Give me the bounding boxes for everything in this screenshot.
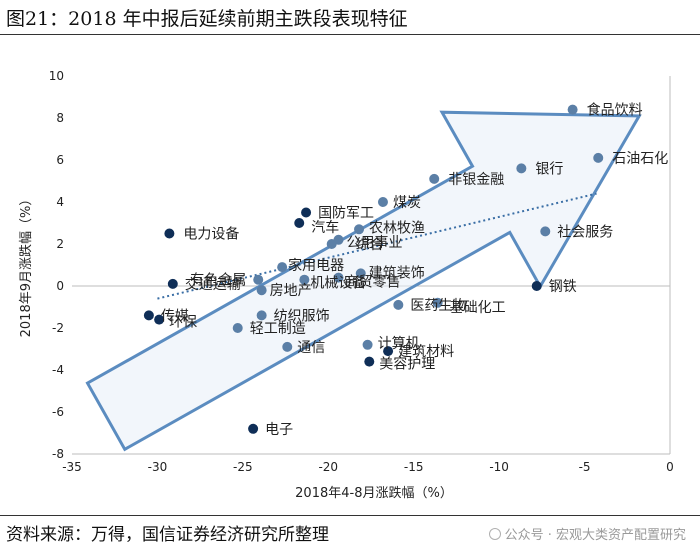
data-label: 社会服务 bbox=[557, 224, 613, 240]
data-label: 美容护理 bbox=[379, 356, 435, 373]
data-point bbox=[355, 268, 366, 279]
data-label: 通信 bbox=[297, 340, 325, 356]
data-point bbox=[277, 262, 288, 273]
data-point bbox=[256, 310, 267, 321]
data-point bbox=[377, 197, 388, 207]
data-point bbox=[294, 218, 305, 228]
x-tick-label: -30 bbox=[148, 460, 168, 474]
data-point bbox=[393, 299, 404, 310]
data-label: 国防军工 bbox=[318, 206, 374, 222]
data-point bbox=[232, 323, 243, 333]
source-note: 资料来源：万得，国信证券经济研究所整理 bbox=[6, 525, 329, 545]
watermark: 公众号 · 宏观大类资产配置研究 bbox=[488, 524, 686, 543]
data-point bbox=[567, 104, 578, 115]
y-tick-label: 4 bbox=[56, 195, 64, 209]
data-point bbox=[593, 152, 604, 163]
y-tick-label: 2 bbox=[56, 237, 64, 251]
data-label: 环保 bbox=[169, 315, 197, 331]
data-point bbox=[333, 272, 344, 283]
data-label: 医药生物 bbox=[410, 298, 466, 314]
data-point bbox=[299, 274, 310, 285]
data-point bbox=[167, 278, 178, 289]
data-label: 电力设备 bbox=[183, 226, 239, 243]
data-point bbox=[256, 285, 267, 296]
data-label: 非银金融 bbox=[448, 172, 504, 188]
data-label: 综合 bbox=[356, 237, 384, 253]
y-tick-label: 6 bbox=[56, 153, 64, 167]
x-axis-title: 2018年4-8月涨跌幅（%） bbox=[295, 485, 453, 501]
data-label: 公用事业 bbox=[347, 235, 403, 251]
y-tick-label: 0 bbox=[56, 279, 64, 293]
x-tick-label: -35 bbox=[62, 460, 82, 474]
data-point bbox=[326, 239, 337, 249]
x-tick-label: -20 bbox=[318, 460, 338, 474]
figure-title: 图21：2018 年中报后延续前期主跌段表现特征 bbox=[6, 8, 408, 30]
data-label: 食品饮料 bbox=[587, 102, 643, 119]
data-label: 机械设备 bbox=[310, 275, 366, 292]
data-point bbox=[531, 281, 542, 291]
x-tick-label: -25 bbox=[233, 460, 253, 474]
data-point bbox=[516, 163, 527, 174]
data-point bbox=[164, 228, 175, 239]
watermark-text: 公众号 · 宏观大类资产配置研究 bbox=[504, 528, 686, 543]
data-label: 有色金属 bbox=[190, 272, 246, 289]
data-label: 计算机 bbox=[378, 336, 420, 352]
arrow-layer bbox=[85, 110, 642, 452]
data-label: 建筑材料 bbox=[398, 344, 454, 360]
data-label: 基础化工 bbox=[450, 299, 506, 316]
trendline bbox=[157, 192, 597, 300]
data-label: 煤炭 bbox=[393, 195, 421, 211]
data-point bbox=[354, 224, 365, 235]
y-tick-label: -8 bbox=[52, 447, 64, 461]
point-layer bbox=[143, 104, 604, 434]
data-point bbox=[301, 207, 312, 218]
x-tick-label: 0 bbox=[666, 460, 674, 474]
y-tick-label: -6 bbox=[52, 405, 64, 419]
data-label: 钢铁 bbox=[549, 279, 577, 295]
x-tick-label: -5 bbox=[579, 460, 591, 474]
data-label: 电子 bbox=[265, 422, 293, 438]
x-tick-label: -10 bbox=[489, 460, 509, 474]
data-label: 农林牧渔 bbox=[369, 220, 425, 236]
data-label: 家用电器 bbox=[288, 257, 344, 274]
data-point bbox=[540, 226, 551, 237]
y-tick-label: -2 bbox=[52, 321, 64, 335]
data-label: 交通运输 bbox=[185, 276, 241, 293]
data-label: 银行 bbox=[535, 161, 563, 177]
data-label: 建筑装饰 bbox=[369, 265, 425, 281]
data-label: 汽车 bbox=[311, 219, 339, 236]
data-label: 房地产 bbox=[270, 283, 312, 299]
data-label: 轻工制造 bbox=[250, 321, 306, 337]
data-point bbox=[253, 274, 264, 285]
trend-layer bbox=[157, 192, 597, 300]
data-point bbox=[154, 314, 165, 325]
x-tick-label: -15 bbox=[404, 460, 424, 474]
wechat-icon bbox=[488, 528, 501, 540]
y-axis-title: 2018年9月涨跌幅（%） bbox=[18, 193, 34, 338]
y-tick-label: 8 bbox=[56, 111, 64, 125]
data-point bbox=[362, 339, 373, 350]
data-point bbox=[282, 341, 293, 352]
y-tick-label: 10 bbox=[49, 69, 64, 83]
data-point bbox=[383, 346, 394, 357]
title-rule bbox=[0, 34, 700, 35]
data-point bbox=[432, 297, 443, 308]
data-label: 石油石化 bbox=[612, 151, 668, 167]
data-label: 传媒 bbox=[161, 308, 189, 324]
data-point bbox=[248, 423, 259, 434]
data-label: 商贸零售 bbox=[345, 275, 401, 291]
trend-arrow-shape bbox=[85, 110, 642, 452]
y-tick-label: -4 bbox=[52, 363, 64, 377]
data-point bbox=[143, 310, 154, 321]
data-point bbox=[429, 173, 440, 184]
source-rule bbox=[0, 515, 700, 516]
data-label: 纺织服饰 bbox=[274, 308, 330, 324]
data-point bbox=[364, 356, 375, 367]
